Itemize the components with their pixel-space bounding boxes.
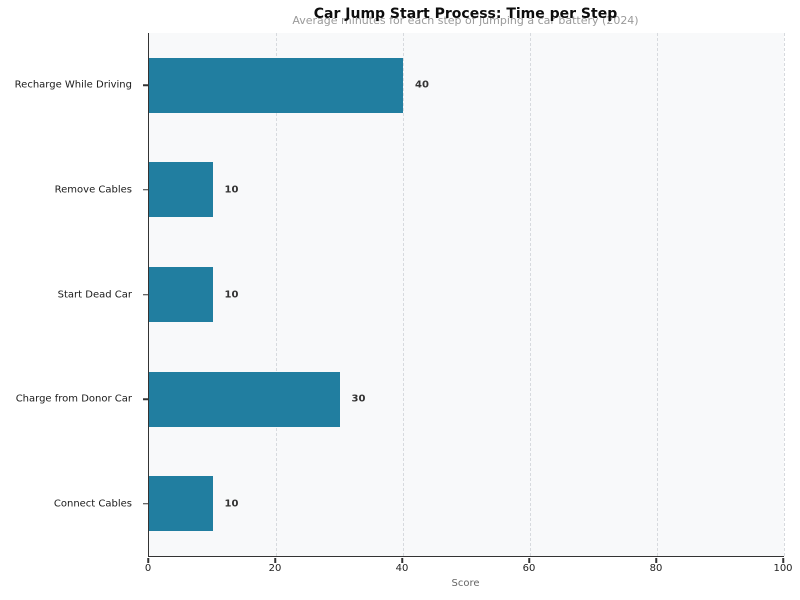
chart-title: Car Jump Start Process: Time per Step: [313, 6, 618, 22]
bar-value-label: 30: [351, 393, 366, 405]
bar-charge-from-donor-car: [149, 371, 340, 427]
category-label: Recharge While Driving: [14, 79, 132, 91]
bar-value-label: 10: [224, 184, 239, 196]
category-label: Connect Cables: [53, 498, 132, 510]
x-tick-label: 20: [268, 563, 282, 574]
bar-recharge-while-driving: [149, 57, 403, 113]
bar-start-dead-car: [149, 267, 213, 322]
x-tick-label: 60: [522, 563, 536, 574]
gridline: [276, 33, 277, 556]
x-tick-label: 80: [649, 563, 663, 574]
chart-subtitle: Average minutes for each step of jumping…: [292, 14, 639, 27]
gridline: [530, 33, 531, 556]
x-tick-label: 0: [144, 563, 152, 574]
x-axis-label: Score: [451, 578, 480, 589]
category-label: Remove Cables: [54, 184, 132, 196]
y-tick-mark: [143, 84, 148, 87]
category-label: Start Dead Car: [57, 289, 132, 300]
y-axis-labels: Recharge While Driving Remove Cables Start…: [0, 33, 140, 556]
gridline: [657, 33, 658, 556]
y-tick-mark: [143, 398, 148, 400]
y-tick-mark: [143, 502, 148, 505]
bar-remove-cables: [149, 162, 213, 218]
bar-value-label: 10: [224, 498, 239, 510]
bar-value-label: 40: [415, 79, 429, 91]
gridline: [784, 33, 785, 556]
gridline: [403, 33, 404, 556]
y-tick-mark: [143, 189, 148, 191]
bar-connect-cables: [149, 476, 213, 532]
category-label: Charge from Donor Car: [15, 393, 132, 405]
y-tick-mark: [143, 293, 148, 296]
plot-area: 40 10 10 30 10: [148, 33, 785, 557]
bar-value-label: 10: [224, 289, 239, 300]
x-tick-label: 100: [773, 563, 793, 574]
x-tick-label: 40: [395, 563, 409, 574]
